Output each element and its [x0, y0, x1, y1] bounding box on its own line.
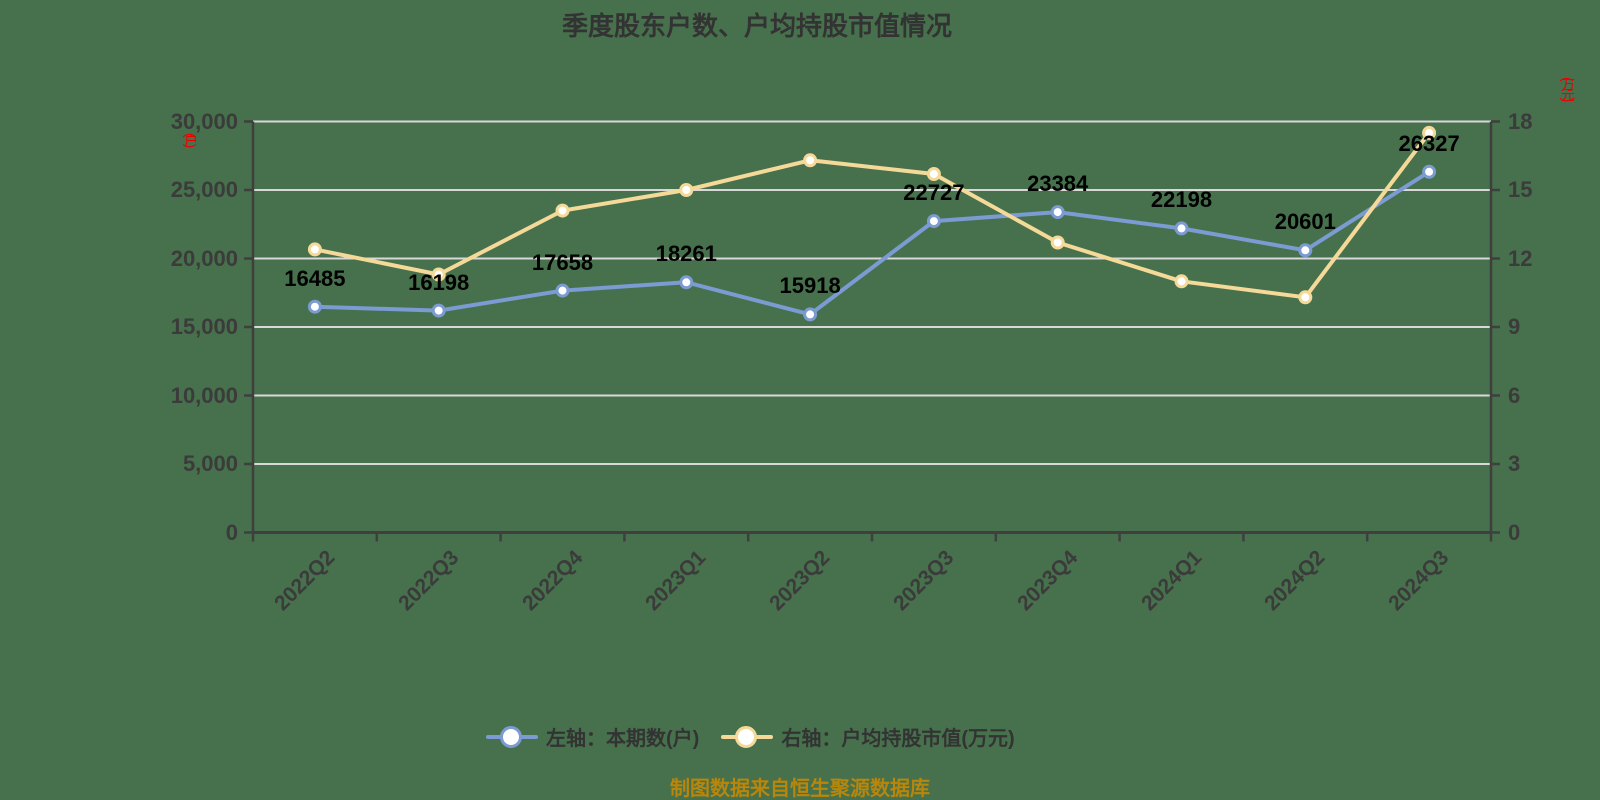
- data-point-label: 15918: [779, 273, 841, 299]
- data-point-marker[interactable]: [926, 214, 941, 229]
- chart-title: 季度股东户数、户均持股市值情况: [562, 11, 953, 41]
- left-y-axis-tick-label: 5,000: [182, 451, 238, 476]
- data-point-marker[interactable]: [803, 153, 818, 168]
- legend-circle-swatch: [500, 725, 522, 748]
- data-point-label: 17658: [531, 249, 594, 275]
- data-point-marker[interactable]: [431, 303, 446, 318]
- data-point-marker[interactable]: [555, 283, 570, 298]
- series-line-1: [312, 130, 1432, 300]
- data-point-marker[interactable]: [431, 267, 446, 282]
- data-point-marker[interactable]: [679, 183, 694, 197]
- data-point-marker[interactable]: [1050, 205, 1065, 220]
- data-point-label: 16485: [284, 265, 346, 291]
- left-y-axis-tick-label: 25,000: [170, 177, 238, 202]
- data-point-marker[interactable]: [1050, 235, 1065, 250]
- data-point-label: 20601: [1274, 209, 1336, 235]
- data-point-marker[interactable]: [803, 307, 818, 322]
- legend-item-avg-holding-value[interactable]: 右轴：户均持股市值(万元): [721, 722, 1015, 751]
- data-point-label: 16198: [408, 269, 470, 295]
- left-y-axis-tick-label: 30,000: [170, 108, 238, 134]
- legend-label-right-axis: 右轴：户均持股市值(万元): [781, 728, 1015, 750]
- data-point-label: 18261: [655, 241, 717, 267]
- right-y-axis-tick-label: 18: [1508, 108, 1533, 134]
- legend: 左轴：本期数(户) 右轴：户均持股市值(万元): [486, 722, 1015, 751]
- data-point-marker[interactable]: [1298, 243, 1313, 258]
- data-point-marker[interactable]: [1174, 221, 1189, 236]
- data-point-label: 23384: [1027, 171, 1089, 197]
- right-y-axis-tick-label: 12: [1508, 245, 1533, 271]
- series-line-0: [312, 169, 1432, 317]
- data-point-label: 22198: [1150, 187, 1213, 213]
- right-y-axis-tick-label: 6: [1508, 382, 1521, 408]
- right-y-axis-tick-label: 0: [1508, 519, 1521, 545]
- right-y-axis-tick-label: 9: [1508, 314, 1521, 339]
- legend-item-shareholder-count[interactable]: 左轴：本期数(户): [486, 722, 699, 751]
- right-axis-unit-label: (万元): [1560, 77, 1576, 99]
- left-y-axis-tick-label: 10,000: [170, 382, 238, 408]
- left-y-axis-tick-label: 15,000: [170, 314, 238, 339]
- data-point-label: 22727: [903, 180, 965, 206]
- data-point-marker[interactable]: [1298, 290, 1313, 305]
- data-point-marker[interactable]: [1174, 274, 1189, 289]
- right-y-axis-tick-label: 15: [1508, 177, 1533, 202]
- legend-circle-swatch: [735, 725, 758, 748]
- data-point-marker[interactable]: [307, 299, 322, 314]
- left-y-axis-tick-label: 0: [225, 519, 238, 545]
- data-point-marker[interactable]: [679, 275, 694, 290]
- left-y-axis-tick-label: 20,000: [170, 245, 238, 271]
- data-point-marker[interactable]: [1422, 125, 1437, 140]
- right-y-axis-tick-label: 3: [1508, 451, 1521, 476]
- data-point-marker[interactable]: [555, 203, 570, 218]
- yellow-line-marker-icon: [721, 725, 774, 749]
- data-point-marker[interactable]: [926, 167, 941, 181]
- data-point-label: 26327: [1398, 130, 1460, 156]
- left-axis-unit-label: (户): [183, 133, 199, 145]
- data-source-note: 制图数据来自恒生聚源数据库: [670, 778, 930, 800]
- legend-label-left-axis: 左轴：本期数(户): [546, 728, 700, 750]
- data-point-marker[interactable]: [307, 242, 322, 257]
- data-point-marker[interactable]: [1422, 164, 1437, 179]
- blue-line-marker-icon: [486, 725, 538, 749]
